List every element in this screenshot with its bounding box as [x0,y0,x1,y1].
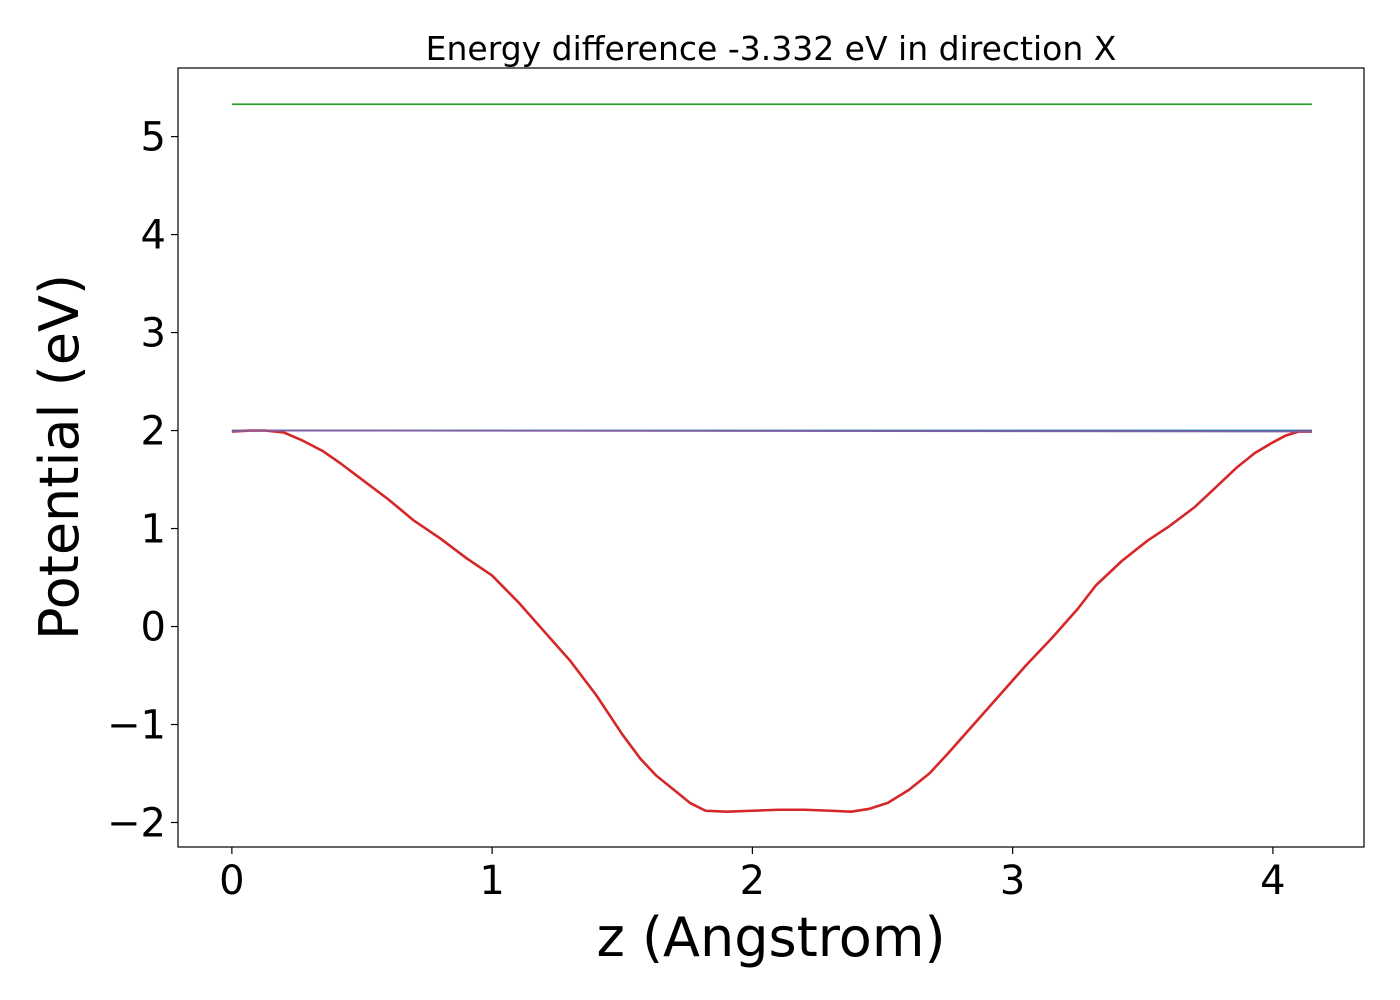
plot-area-frame [177,67,1365,848]
x-tick-label: 4 [1260,858,1285,904]
x-tick-label: 1 [479,858,504,904]
x-tick-label: 2 [740,858,765,904]
y-axis-title: Potential (eV) [28,274,91,640]
x-tick-label: 0 [219,858,244,904]
y-tick-label: 1 [141,507,166,553]
y-tick-label: 5 [141,115,166,161]
y-tick-label: 0 [141,605,166,651]
series-layer [231,103,1312,814]
y-axis: −2 −1 0 1 2 3 4 5 [107,115,178,847]
x-axis: 0 1 2 3 4 [219,847,1286,904]
y-tick-label: 3 [141,311,166,357]
series-line-4 [231,429,1312,433]
series-line-3 [231,429,1312,814]
y-tick-label: −2 [107,801,166,847]
x-axis-title: z (Angstrom) [596,906,945,969]
x-tick-label: 3 [1000,858,1025,904]
chart-title: Energy difference -3.332 eV in direction… [426,29,1117,68]
y-tick-label: 4 [141,213,166,259]
y-tick-label: −1 [107,703,166,749]
y-tick-label: 2 [141,409,166,455]
